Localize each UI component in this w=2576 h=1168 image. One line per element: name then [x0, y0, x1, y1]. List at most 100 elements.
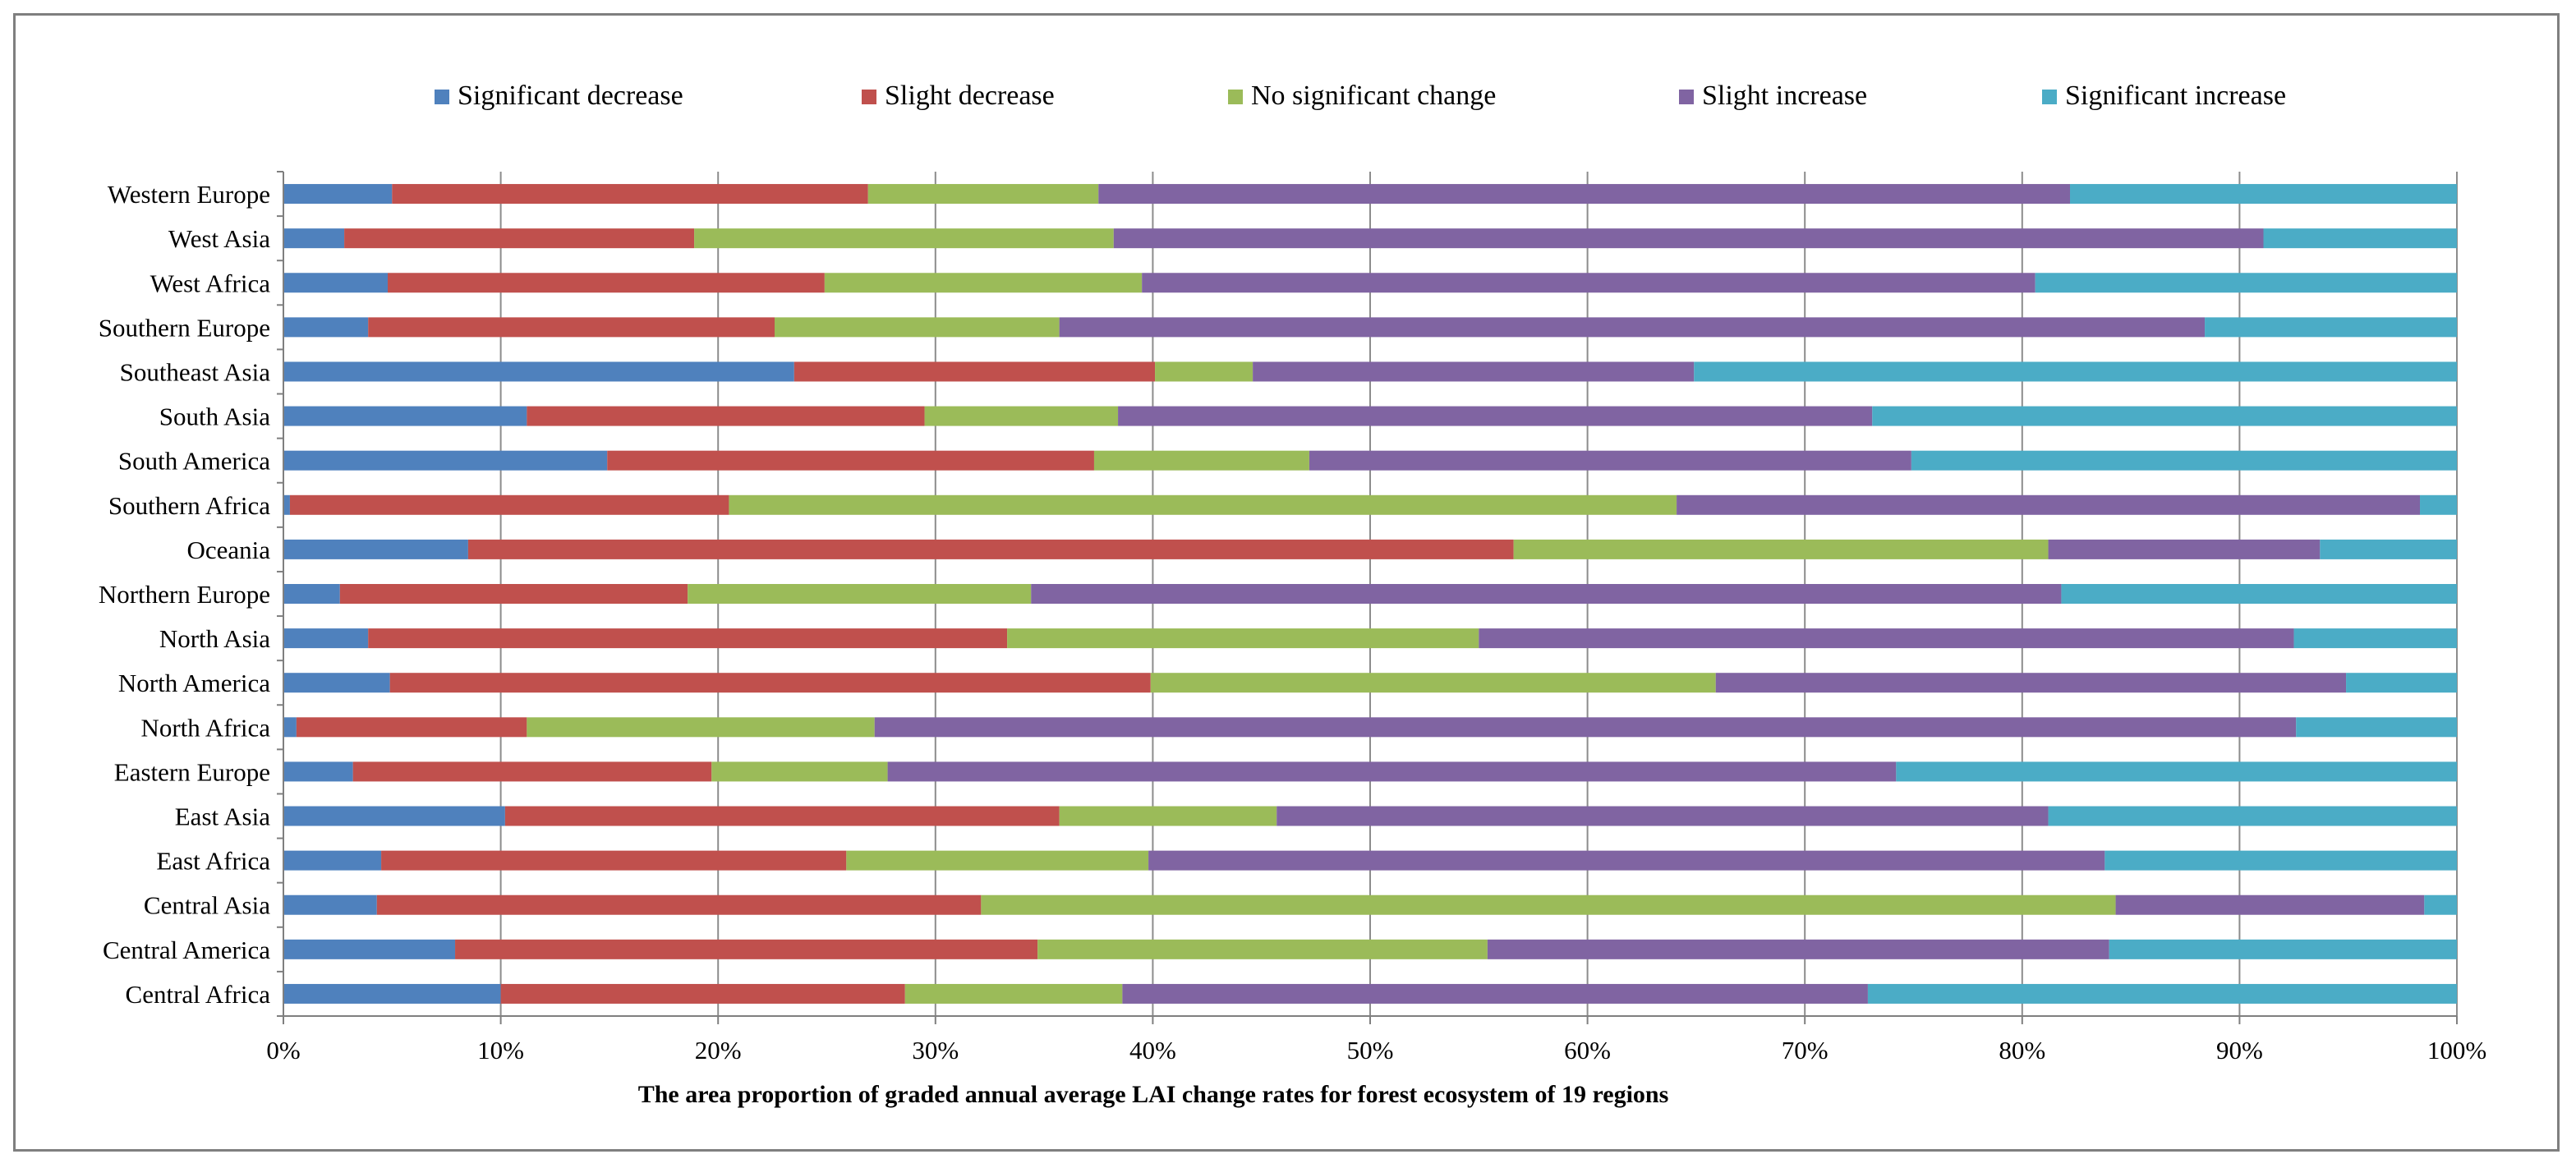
bar-segment: [504, 806, 1060, 826]
bar-segment: [283, 494, 290, 515]
bar-segment: [283, 983, 501, 1004]
bar-segment: [1031, 584, 2062, 604]
bar-segment: [874, 717, 2297, 738]
bar-segment: [376, 894, 982, 915]
y-tick-label: Southern Europe: [99, 313, 270, 342]
bar-segment: [283, 228, 345, 249]
x-tick-label: 60%: [1564, 1036, 1611, 1065]
y-tick-label: West Asia: [168, 224, 270, 253]
y-tick-label: East Asia: [175, 802, 270, 831]
bar-segment: [283, 406, 527, 426]
legend-swatch: [1679, 90, 1694, 104]
y-tick-label: North Africa: [140, 713, 270, 742]
x-tick-label: 20%: [695, 1036, 742, 1065]
bar-segment: [2104, 850, 2457, 871]
bar-segment: [283, 717, 297, 738]
bar-segment: [1872, 406, 2457, 426]
bar-segment: [1142, 273, 2036, 293]
bar-segment: [2424, 894, 2457, 915]
bar-segment: [283, 450, 608, 471]
y-tick-label: South Asia: [159, 402, 270, 431]
bar-segment: [500, 983, 905, 1004]
bar-segment: [1896, 761, 2457, 782]
bar-segment: [381, 850, 847, 871]
bar-segment: [527, 717, 875, 738]
y-tick-label: North America: [118, 669, 270, 697]
bar-segment: [1148, 850, 2105, 871]
bar-segment: [283, 673, 390, 693]
legend-label: Significant increase: [2065, 80, 2286, 111]
bar-segment: [283, 761, 353, 782]
bar-segment: [2296, 717, 2457, 738]
bar-segment: [2048, 539, 2321, 559]
y-tick-label: Western Europe: [108, 180, 270, 209]
bar-segment: [283, 850, 382, 871]
x-tick-label: 80%: [1999, 1036, 2045, 1065]
bar-segment: [1098, 184, 2071, 205]
bar-segment: [1093, 450, 1309, 471]
bar-segment: [1059, 806, 1277, 826]
bar-segment: [2293, 628, 2457, 649]
bar-segment: [296, 717, 527, 738]
bar-segment: [339, 584, 688, 604]
bar-segment: [283, 894, 377, 915]
y-tick-label: Northern Europe: [99, 580, 270, 609]
bar-segment: [283, 539, 468, 559]
bar-segment: [283, 317, 369, 338]
bar-segment: [283, 273, 389, 293]
bar-segment: [289, 494, 729, 515]
legend-label: Significant decrease: [458, 80, 683, 111]
legend-label: Slight decrease: [885, 80, 1055, 111]
bar-segment: [1309, 450, 1911, 471]
y-tick-label: East Africa: [156, 847, 270, 876]
chart-frame: Significant decrease Slight decrease No si…: [13, 13, 2560, 1152]
bar-segment: [887, 761, 1897, 782]
bar-segment: [2320, 539, 2457, 559]
legend-label: No significant change: [1251, 80, 1496, 111]
bar-segment: [283, 939, 456, 959]
bar-segment: [283, 584, 340, 604]
stacked-bar-chart: Significant decrease Slight decrease No si…: [99, 80, 2486, 1108]
bar-segment: [1677, 494, 2421, 515]
bar-segment: [1113, 228, 2264, 249]
bar-segment: [904, 983, 1123, 1004]
bar-segment: [1253, 361, 1695, 382]
bar-segment: [283, 628, 369, 649]
bar-segment: [2035, 273, 2457, 293]
y-tick-label: Central America: [103, 936, 270, 964]
bar-segment: [824, 273, 1143, 293]
bar-segment: [527, 406, 925, 426]
bar-segment: [694, 228, 1114, 249]
bar-segment: [2109, 939, 2457, 959]
y-tick-label: West Africa: [150, 269, 271, 297]
x-tick-label: 100%: [2427, 1036, 2486, 1065]
bar-segment: [981, 894, 2116, 915]
bar-segment: [924, 406, 1119, 426]
x-tick-label: 30%: [912, 1036, 959, 1065]
bar-segment: [283, 806, 505, 826]
bar-segment: [283, 184, 393, 205]
bar-segment: [389, 673, 1151, 693]
bar-segment: [467, 539, 1514, 559]
bar-segment: [607, 450, 1094, 471]
bar-segment: [1150, 673, 1716, 693]
bar-segment: [368, 628, 1008, 649]
bar-segment: [352, 761, 712, 782]
x-tick-label: 90%: [2216, 1036, 2263, 1065]
bar-segment: [1513, 539, 2049, 559]
bar-segment: [1037, 939, 1488, 959]
bar-segment: [774, 317, 1060, 338]
bar-segment: [688, 584, 1032, 604]
bar-segment: [1694, 361, 2457, 382]
x-tick-label: 10%: [477, 1036, 524, 1065]
bar-segment: [1007, 628, 1479, 649]
legend-swatch: [435, 90, 449, 104]
bar-segment: [867, 184, 1099, 205]
bar-segment: [2070, 184, 2457, 205]
bar-segment: [846, 850, 1149, 871]
bar-segment: [729, 494, 1677, 515]
legend-label: Slight increase: [1702, 80, 1867, 111]
bar-segment: [1155, 361, 1254, 382]
y-tick-label: Southern Africa: [108, 491, 270, 520]
bar-segment: [1487, 939, 2109, 959]
